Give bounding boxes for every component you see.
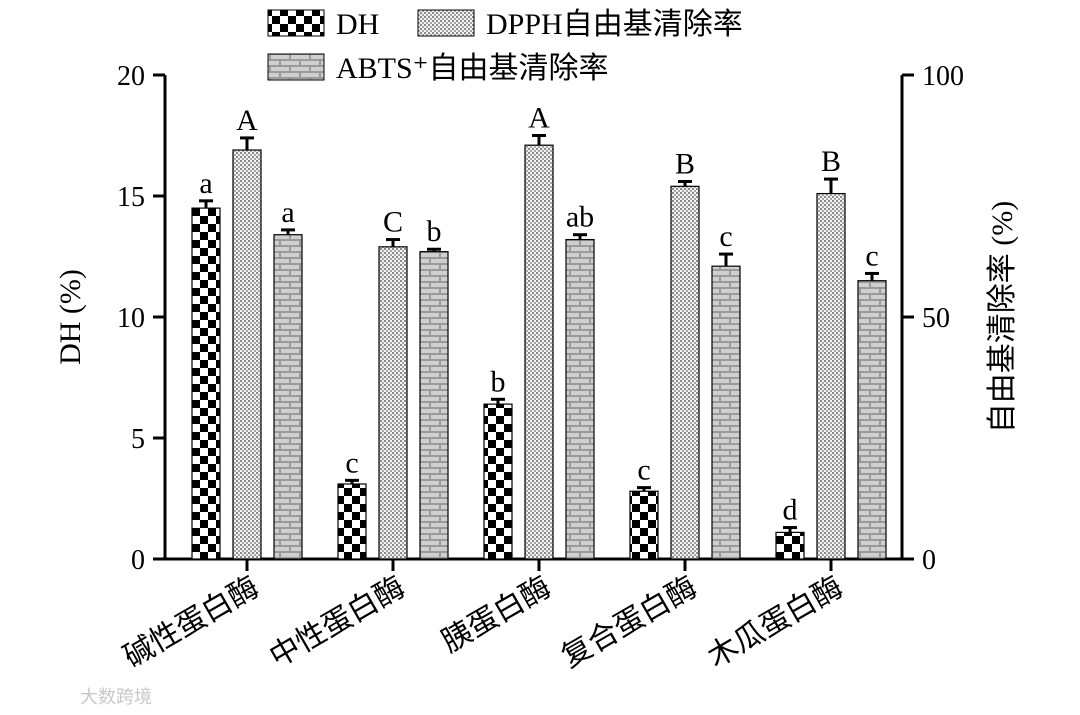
- bar-dpph: [232, 149, 262, 560]
- bar-label-dpph: B: [675, 147, 695, 180]
- category-label: 碱性蛋白酶: [118, 570, 264, 674]
- bar-dpph: [816, 192, 846, 560]
- legend-label-dpph: DPPH自由基清除率: [486, 8, 743, 41]
- category-label: 木瓜蛋白酶: [702, 570, 848, 674]
- bar-label-dpph: A: [528, 102, 550, 135]
- bar-dh: [483, 403, 513, 560]
- y-left-tick-label: 20: [117, 61, 145, 92]
- bar-label-abts: c: [865, 239, 878, 272]
- bar-label-dh: c: [637, 454, 650, 487]
- legend-label-dh: DH: [336, 8, 379, 41]
- legend-label-abts: ABTS⁺自由基清除率: [336, 52, 609, 85]
- legend-swatch-dh: [267, 9, 325, 37]
- bar-abts: [711, 265, 741, 560]
- legend-swatch-abts: [267, 53, 325, 81]
- y-axis-left-ticks: 0 5 10 15 20: [117, 61, 165, 576]
- legend-item-dpph: DPPH自由基清除率: [417, 8, 743, 41]
- category-label: 胰蛋白酶: [436, 570, 556, 659]
- y-axis-right-ticks: 0 50 100: [902, 61, 964, 576]
- bar-dh: [337, 483, 367, 560]
- watermark: 大数跨境: [80, 687, 152, 708]
- legend-item-dh: DH: [267, 8, 379, 41]
- bar-label-dh: c: [345, 446, 358, 479]
- x-axis-ticks: [245, 559, 833, 571]
- bar-label-dpph: B: [821, 145, 841, 178]
- bar-dpph: [524, 144, 554, 560]
- bar-dh: [191, 207, 221, 560]
- category-labels: 碱性蛋白酶 中性蛋白酶 胰蛋白酶 复合蛋白酶 木瓜蛋白酶: [118, 570, 848, 674]
- bar-abts: [273, 234, 303, 560]
- bar-label-abts: ab: [566, 201, 594, 234]
- legend-swatch-dpph: [417, 9, 475, 37]
- y-right-tick-label: 100: [922, 61, 964, 92]
- y-left-tick-label: 10: [117, 303, 145, 334]
- bar-label-dh: a: [199, 167, 212, 200]
- bar-label-dpph: C: [383, 206, 403, 239]
- legend: DH DPPH自由基清除率 ABTS⁺自由基清除率: [267, 8, 743, 85]
- y-left-tick-label: 5: [131, 424, 145, 455]
- bar-label-abts: a: [281, 196, 294, 229]
- y-axis-right-title: 自由基清除率 (%): [986, 201, 1019, 433]
- bar-label-dpph: A: [236, 104, 258, 137]
- bar-abts: [857, 280, 887, 560]
- bar-label-dh: d: [783, 494, 798, 527]
- bar-dh: [775, 531, 805, 560]
- bar-abts: [565, 238, 595, 560]
- bar-dpph: [670, 185, 700, 560]
- y-left-tick-label: 15: [117, 182, 145, 213]
- bar-label-abts: b: [427, 215, 442, 248]
- bar-label-abts: c: [719, 220, 732, 253]
- bar-dh: [629, 490, 659, 560]
- category-label: 中性蛋白酶: [264, 570, 410, 674]
- legend-item-abts: ABTS⁺自由基清除率: [267, 52, 609, 85]
- y-right-tick-label: 50: [922, 303, 950, 334]
- y-axis-left-title: DH (%): [54, 269, 87, 365]
- bar-label-dh: b: [491, 365, 506, 398]
- y-right-tick-label: 0: [922, 545, 936, 576]
- bar-dpph: [378, 246, 408, 560]
- category-label: 复合蛋白酶: [556, 570, 702, 674]
- bar-abts: [419, 251, 449, 560]
- y-left-tick-label: 0: [131, 545, 145, 576]
